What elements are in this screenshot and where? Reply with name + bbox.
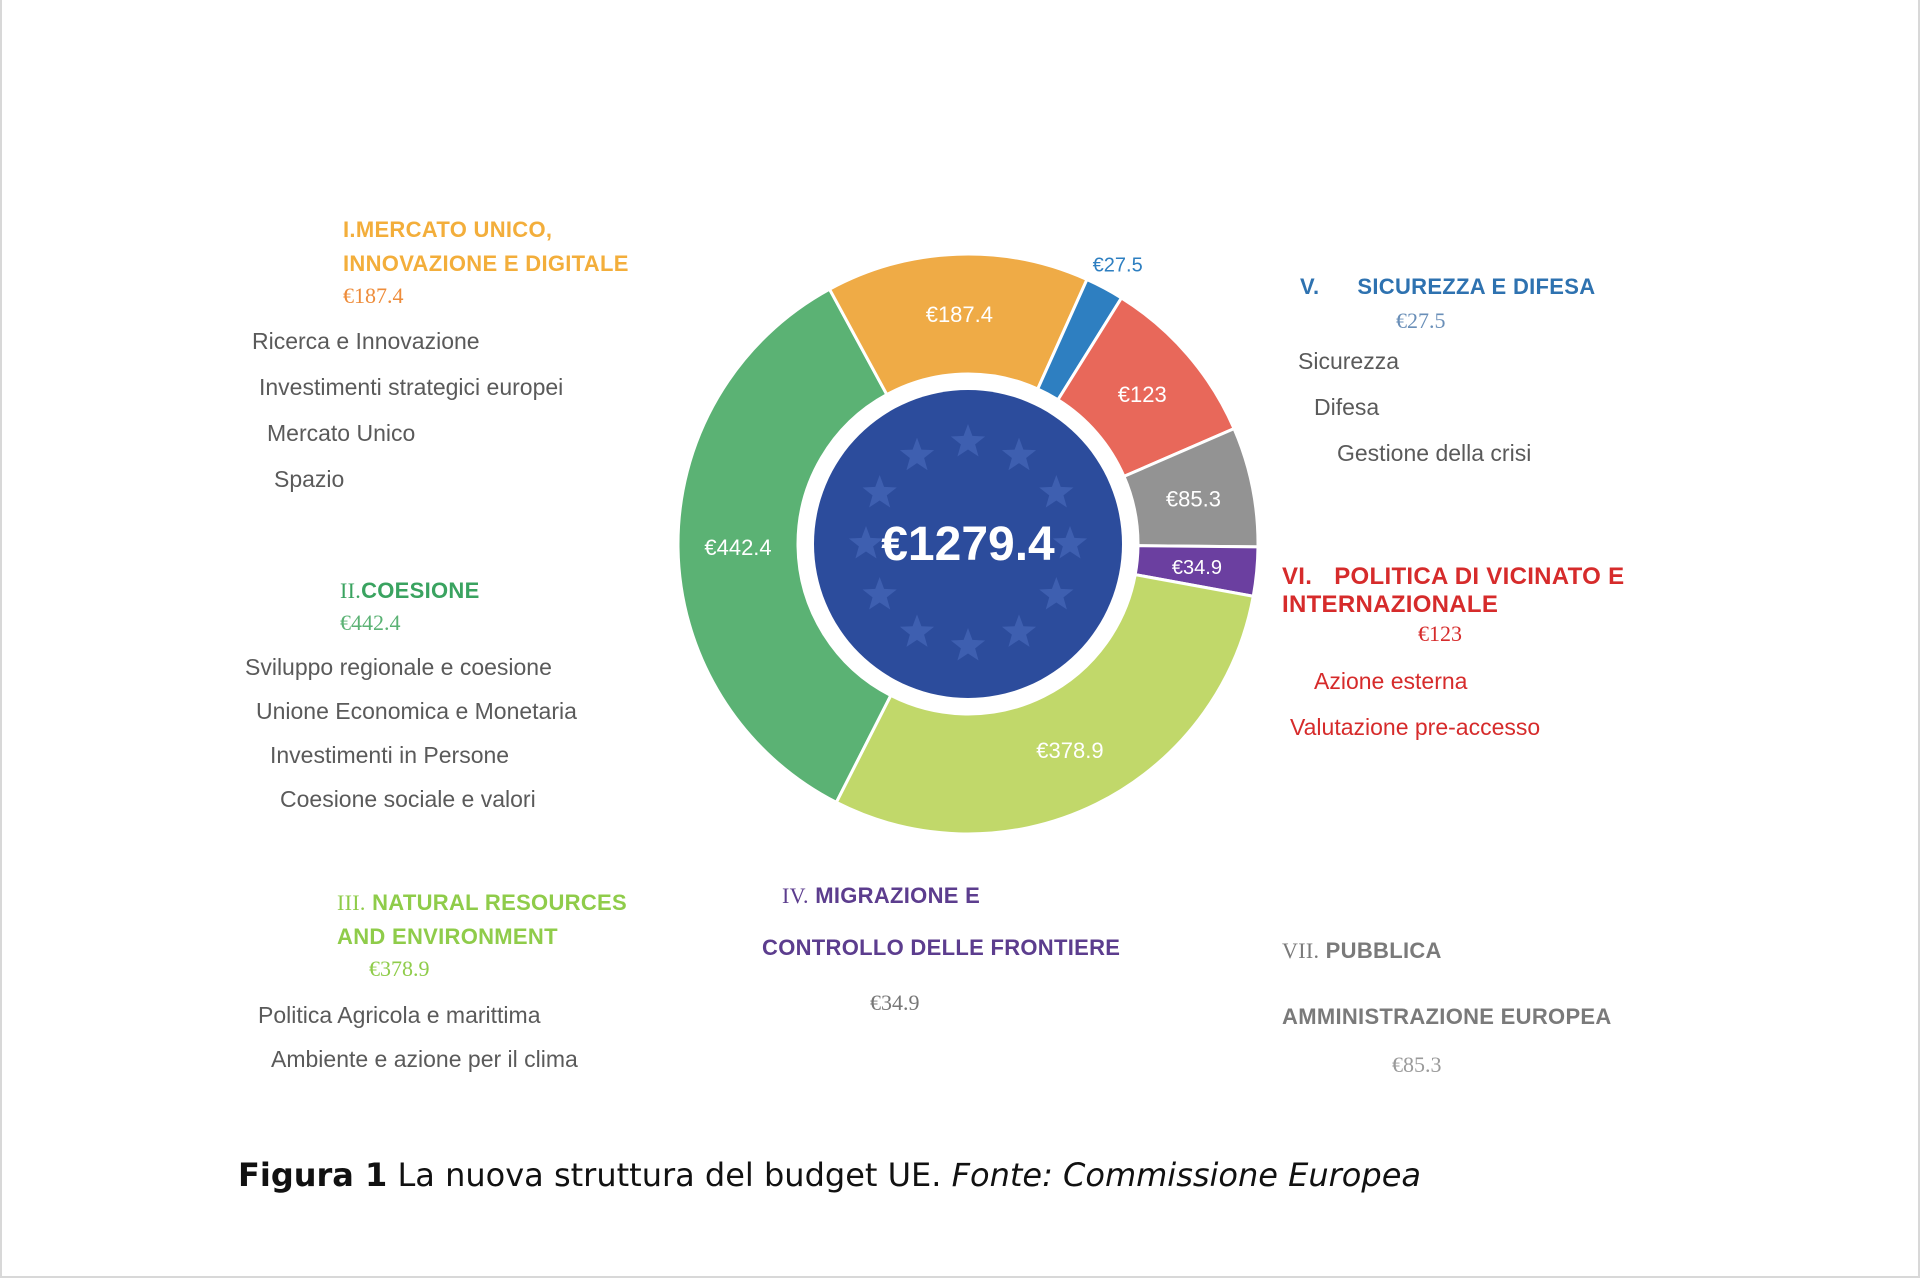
h1-item-ricerca: Ricerca e Innovazione <box>252 328 480 354</box>
slice-label-6: €378.9 <box>1036 738 1103 763</box>
heading-1-title: I.MERCATO UNICO, INNOVAZIONE E DIGITALE <box>343 217 629 276</box>
h2-item-sviluppo: Sviluppo regionale e coesione <box>245 654 552 680</box>
slice-label-2: €27.5 <box>1093 254 1143 276</box>
heading-2-amount: €442.4 <box>340 610 401 635</box>
heading-1-amount: €187.4 <box>343 283 404 308</box>
eu-star-icon <box>899 437 935 471</box>
heading-6-title: VI. POLITICA DI VICINATO E INTERNAZIONALE <box>1282 563 1625 618</box>
h6-item-valutazione: Valutazione pre-accesso <box>1290 714 1541 740</box>
h2-item-coesione: Coesione sociale e valori <box>280 786 536 812</box>
h3-item-politica: Politica Agricola e marittima <box>258 1002 541 1028</box>
heading-5-title: V. SICUREZZA E DIFESA <box>1300 274 1596 299</box>
heading-5-amount: €27.5 <box>1396 308 1446 333</box>
eu-star-icon <box>848 526 884 559</box>
heading-4-title: IV. MIGRAZIONE E CONTROLLO DELLE FRONTIE… <box>762 883 1121 960</box>
heading-4-block: IV. MIGRAZIONE E CONTROLLO DELLE FRONTIE… <box>762 870 1120 1018</box>
heading-7-title: VII. PUBBLICA AMMINISTRAZIONE EUROPEA <box>1282 938 1612 1029</box>
h1-item-investimenti: Investimenti strategici europei <box>259 374 564 400</box>
slice-labels: €442.4 €187.4 €27.5 €123 €85.3 €34.9 €378.9 <box>704 254 1222 763</box>
heading-3-title: III. NATURAL RESOURCES AND ENVIRONMENT <box>337 890 627 949</box>
h1-item-spazio: Spazio <box>274 466 345 492</box>
h5-item-gestione: Gestione della crisi <box>1337 440 1532 466</box>
center-total-label: €1279.4 <box>881 518 1055 571</box>
eu-star-icon <box>950 628 986 661</box>
h2-item-investimenti: Investimenti in Persone <box>270 742 510 768</box>
heading-7-block: VII. PUBBLICA AMMINISTRAZIONE EUROPEA €8… <box>1282 918 1612 1080</box>
eu-stars <box>848 424 1088 661</box>
heading-2-block: II.COESIONE €442.4 <box>340 574 480 638</box>
donut-slice-0 <box>676 287 893 805</box>
eu-star-icon <box>1052 526 1088 559</box>
donut-slices <box>676 252 1260 836</box>
heading-5-block: V. SICUREZZA E DIFESA €27.5 <box>1300 270 1595 336</box>
slice-label-1: €187.4 <box>926 302 993 327</box>
eu-star-icon <box>862 475 897 508</box>
eu-star-icon <box>899 614 935 647</box>
caption-figure-number: Figura 1 <box>238 1156 388 1194</box>
eu-star-icon <box>862 577 897 610</box>
h3-item-ambiente: Ambiente e azione per il clima <box>271 1046 578 1072</box>
eu-star-icon <box>1001 437 1037 471</box>
center-disc <box>814 390 1122 698</box>
figure-caption: Figura 1 La nuova struttura del budget U… <box>238 1156 1421 1194</box>
eu-star-icon <box>1039 577 1074 610</box>
slice-label-3: €123 <box>1118 382 1167 407</box>
caption-source: Fonte: Commissione Europea <box>951 1156 1421 1194</box>
h5-item-difesa: Difesa <box>1314 394 1380 420</box>
h1-item-mercato: Mercato Unico <box>267 420 416 446</box>
donut-slice-6 <box>834 572 1255 836</box>
heading-4-amount: €34.9 <box>870 990 920 1015</box>
slice-label-4: €85.3 <box>1166 486 1221 511</box>
h5-item-sicurezza: Sicurezza <box>1298 348 1399 374</box>
heading-6-block: VI. POLITICA DI VICINATO E INTERNAZIONALE… <box>1282 563 1624 649</box>
slice-label-5: €34.9 <box>1172 557 1222 579</box>
heading-1-block: I.MERCATO UNICO, INNOVAZIONE E DIGITALE … <box>343 213 629 311</box>
eu-star-icon <box>1001 614 1037 647</box>
h6-item-azione: Azione esterna <box>1314 668 1468 694</box>
heading-7-amount: €85.3 <box>1392 1052 1442 1077</box>
slice-label-0: €442.4 <box>704 535 771 560</box>
eu-star-icon <box>950 424 986 457</box>
h2-item-unione: Unione Economica e Monetaria <box>256 698 577 724</box>
eu-star-icon <box>1039 475 1074 508</box>
heading-6-amount: €123 <box>1418 621 1462 646</box>
heading-3-amount: €378.9 <box>369 956 430 981</box>
heading-3-block: III. NATURAL RESOURCES AND ENVIRONMENT €… <box>337 886 627 984</box>
caption-text: La nuova struttura del budget UE. <box>387 1156 952 1194</box>
heading-2-title: II.COESIONE <box>340 578 480 603</box>
